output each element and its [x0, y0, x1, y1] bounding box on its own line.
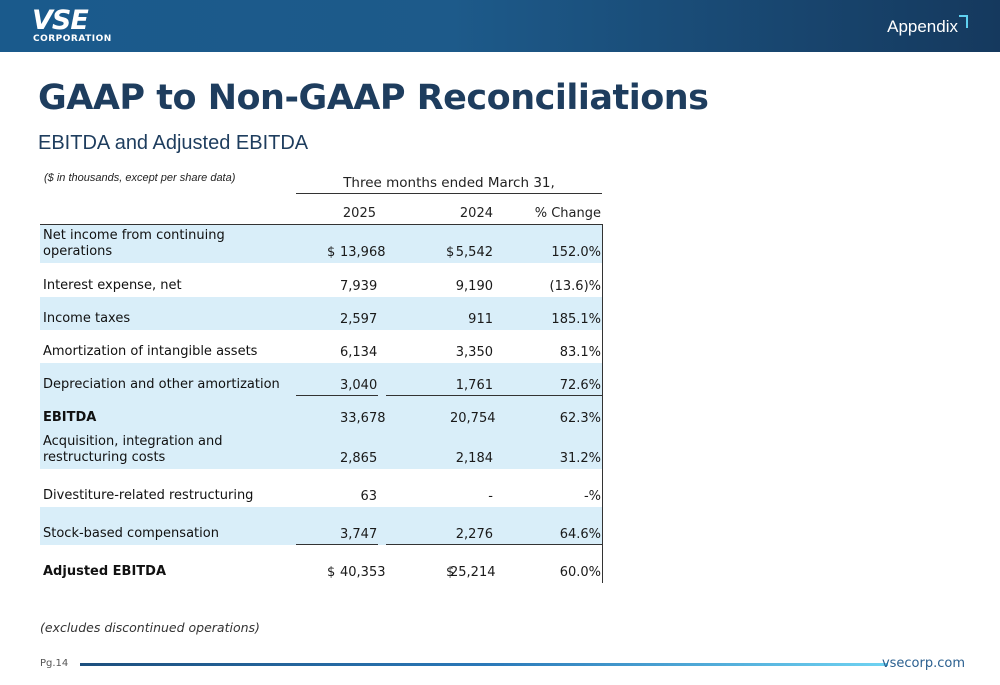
value-2025: 40,353: [340, 565, 386, 580]
row-label: Stock-based compensation: [43, 526, 219, 541]
period-header: Three months ended March 31,: [343, 175, 555, 191]
website-link[interactable]: vsecorp.com: [881, 656, 965, 671]
value-2025: 3,040: [340, 378, 378, 393]
logo-wordmark: VSE: [32, 5, 89, 36]
column-header-change: % Change: [534, 206, 601, 221]
row-label: Depreciation and other amortization: [43, 377, 280, 392]
row-label: Acquisition, integration and restructuri…: [43, 434, 223, 465]
value-2024: -: [488, 489, 493, 504]
header-rule: [40, 224, 603, 225]
value-2024: 1,761: [455, 378, 493, 393]
column-header-2024: 2024: [459, 206, 493, 221]
value-change: 60.0%: [559, 565, 601, 580]
currency-symbol: $: [446, 245, 455, 260]
subtotal-rule: [386, 544, 603, 545]
table-row: Interest expense, net 7,939 9,190 (13.6)…: [40, 263, 603, 297]
header-bar: VSE CORPORATION Appendix: [0, 0, 1000, 52]
corner-bracket-icon: [959, 15, 968, 28]
value-change: (13.6)%: [549, 279, 601, 294]
page-subtitle: EBITDA and Adjusted EBITDA: [38, 132, 309, 154]
page-number: Pg.14: [40, 658, 69, 669]
value-2024: 9,190: [455, 279, 493, 294]
row-label: Adjusted EBITDA: [43, 564, 167, 579]
value-2025: 7,939: [340, 279, 378, 294]
section-label: Appendix: [887, 17, 958, 36]
value-change: 152.0%: [551, 245, 601, 260]
column-header-2025: 2025: [342, 206, 376, 221]
subtotal-rule: [296, 544, 378, 545]
row-label: Divestiture-related restructuring: [43, 488, 254, 503]
table-row: Adjusted EBITDA $ 40,353 $ 25,214 60.0%: [40, 545, 603, 583]
table-row: Acquisition, integration and restructuri…: [40, 429, 603, 469]
value-2025: 2,865: [340, 451, 378, 466]
page-title: GAAP to Non-GAAP Reconciliations: [38, 78, 709, 118]
value-change: 83.1%: [559, 345, 601, 360]
value-2024: 911: [468, 312, 493, 327]
currency-symbol: $: [327, 565, 336, 580]
table-row: Divestiture-related restructuring 63 - -…: [40, 469, 603, 507]
value-2025: 3,747: [340, 527, 378, 542]
value-change: 185.1%: [551, 312, 601, 327]
value-change: 62.3%: [559, 411, 601, 426]
value-2025: 6,134: [340, 345, 378, 360]
table-row: Stock-based compensation 3,747 2,276 64.…: [40, 507, 603, 545]
value-2024: 5,542: [455, 245, 493, 260]
currency-symbol: $: [446, 565, 455, 580]
subtotal-rule: [386, 395, 603, 396]
value-change: 64.6%: [559, 527, 601, 542]
table-right-border: [602, 225, 603, 583]
table-row: Depreciation and other amortization 3,04…: [40, 363, 603, 396]
value-2024: 2,276: [455, 527, 493, 542]
table-row: Amortization of intangible assets 6,134 …: [40, 330, 603, 363]
value-2024: 2,184: [455, 451, 493, 466]
value-2024: 3,350: [455, 345, 493, 360]
table-row: Income taxes 2,597 911 185.1%: [40, 297, 603, 330]
logo-subtext: CORPORATION: [33, 34, 112, 44]
value-2024: 25,214: [450, 565, 496, 580]
row-label: Amortization of intangible assets: [43, 344, 258, 359]
row-label: Net income from continuing operations: [43, 228, 225, 259]
row-label: EBITDA: [43, 410, 97, 425]
company-logo[interactable]: VSE CORPORATION: [32, 5, 112, 44]
footer-rule: [80, 663, 888, 666]
value-2024: 20,754: [450, 411, 496, 426]
currency-symbol: $: [327, 245, 336, 260]
units-note: ($ in thousands, except per share data): [44, 172, 236, 184]
footnote: (excludes discontinued operations): [40, 620, 260, 635]
value-2025: 2,597: [340, 312, 378, 327]
column-headers: 2025 2024 % Change: [40, 200, 603, 224]
row-label: Income taxes: [43, 311, 131, 326]
value-2025: 63: [360, 489, 377, 504]
period-header-rule: [296, 193, 602, 194]
table-row: Net income from continuing operations $ …: [40, 225, 603, 263]
subtotal-rule: [296, 395, 378, 396]
value-change: -%: [583, 489, 601, 504]
value-change: 31.2%: [559, 451, 601, 466]
value-2025: 13,968: [340, 245, 386, 260]
value-2025: 33,678: [340, 411, 386, 426]
row-label: Interest expense, net: [43, 278, 182, 293]
table-row: EBITDA 33,678 20,754 62.3%: [40, 396, 603, 429]
value-change: 72.6%: [559, 378, 601, 393]
